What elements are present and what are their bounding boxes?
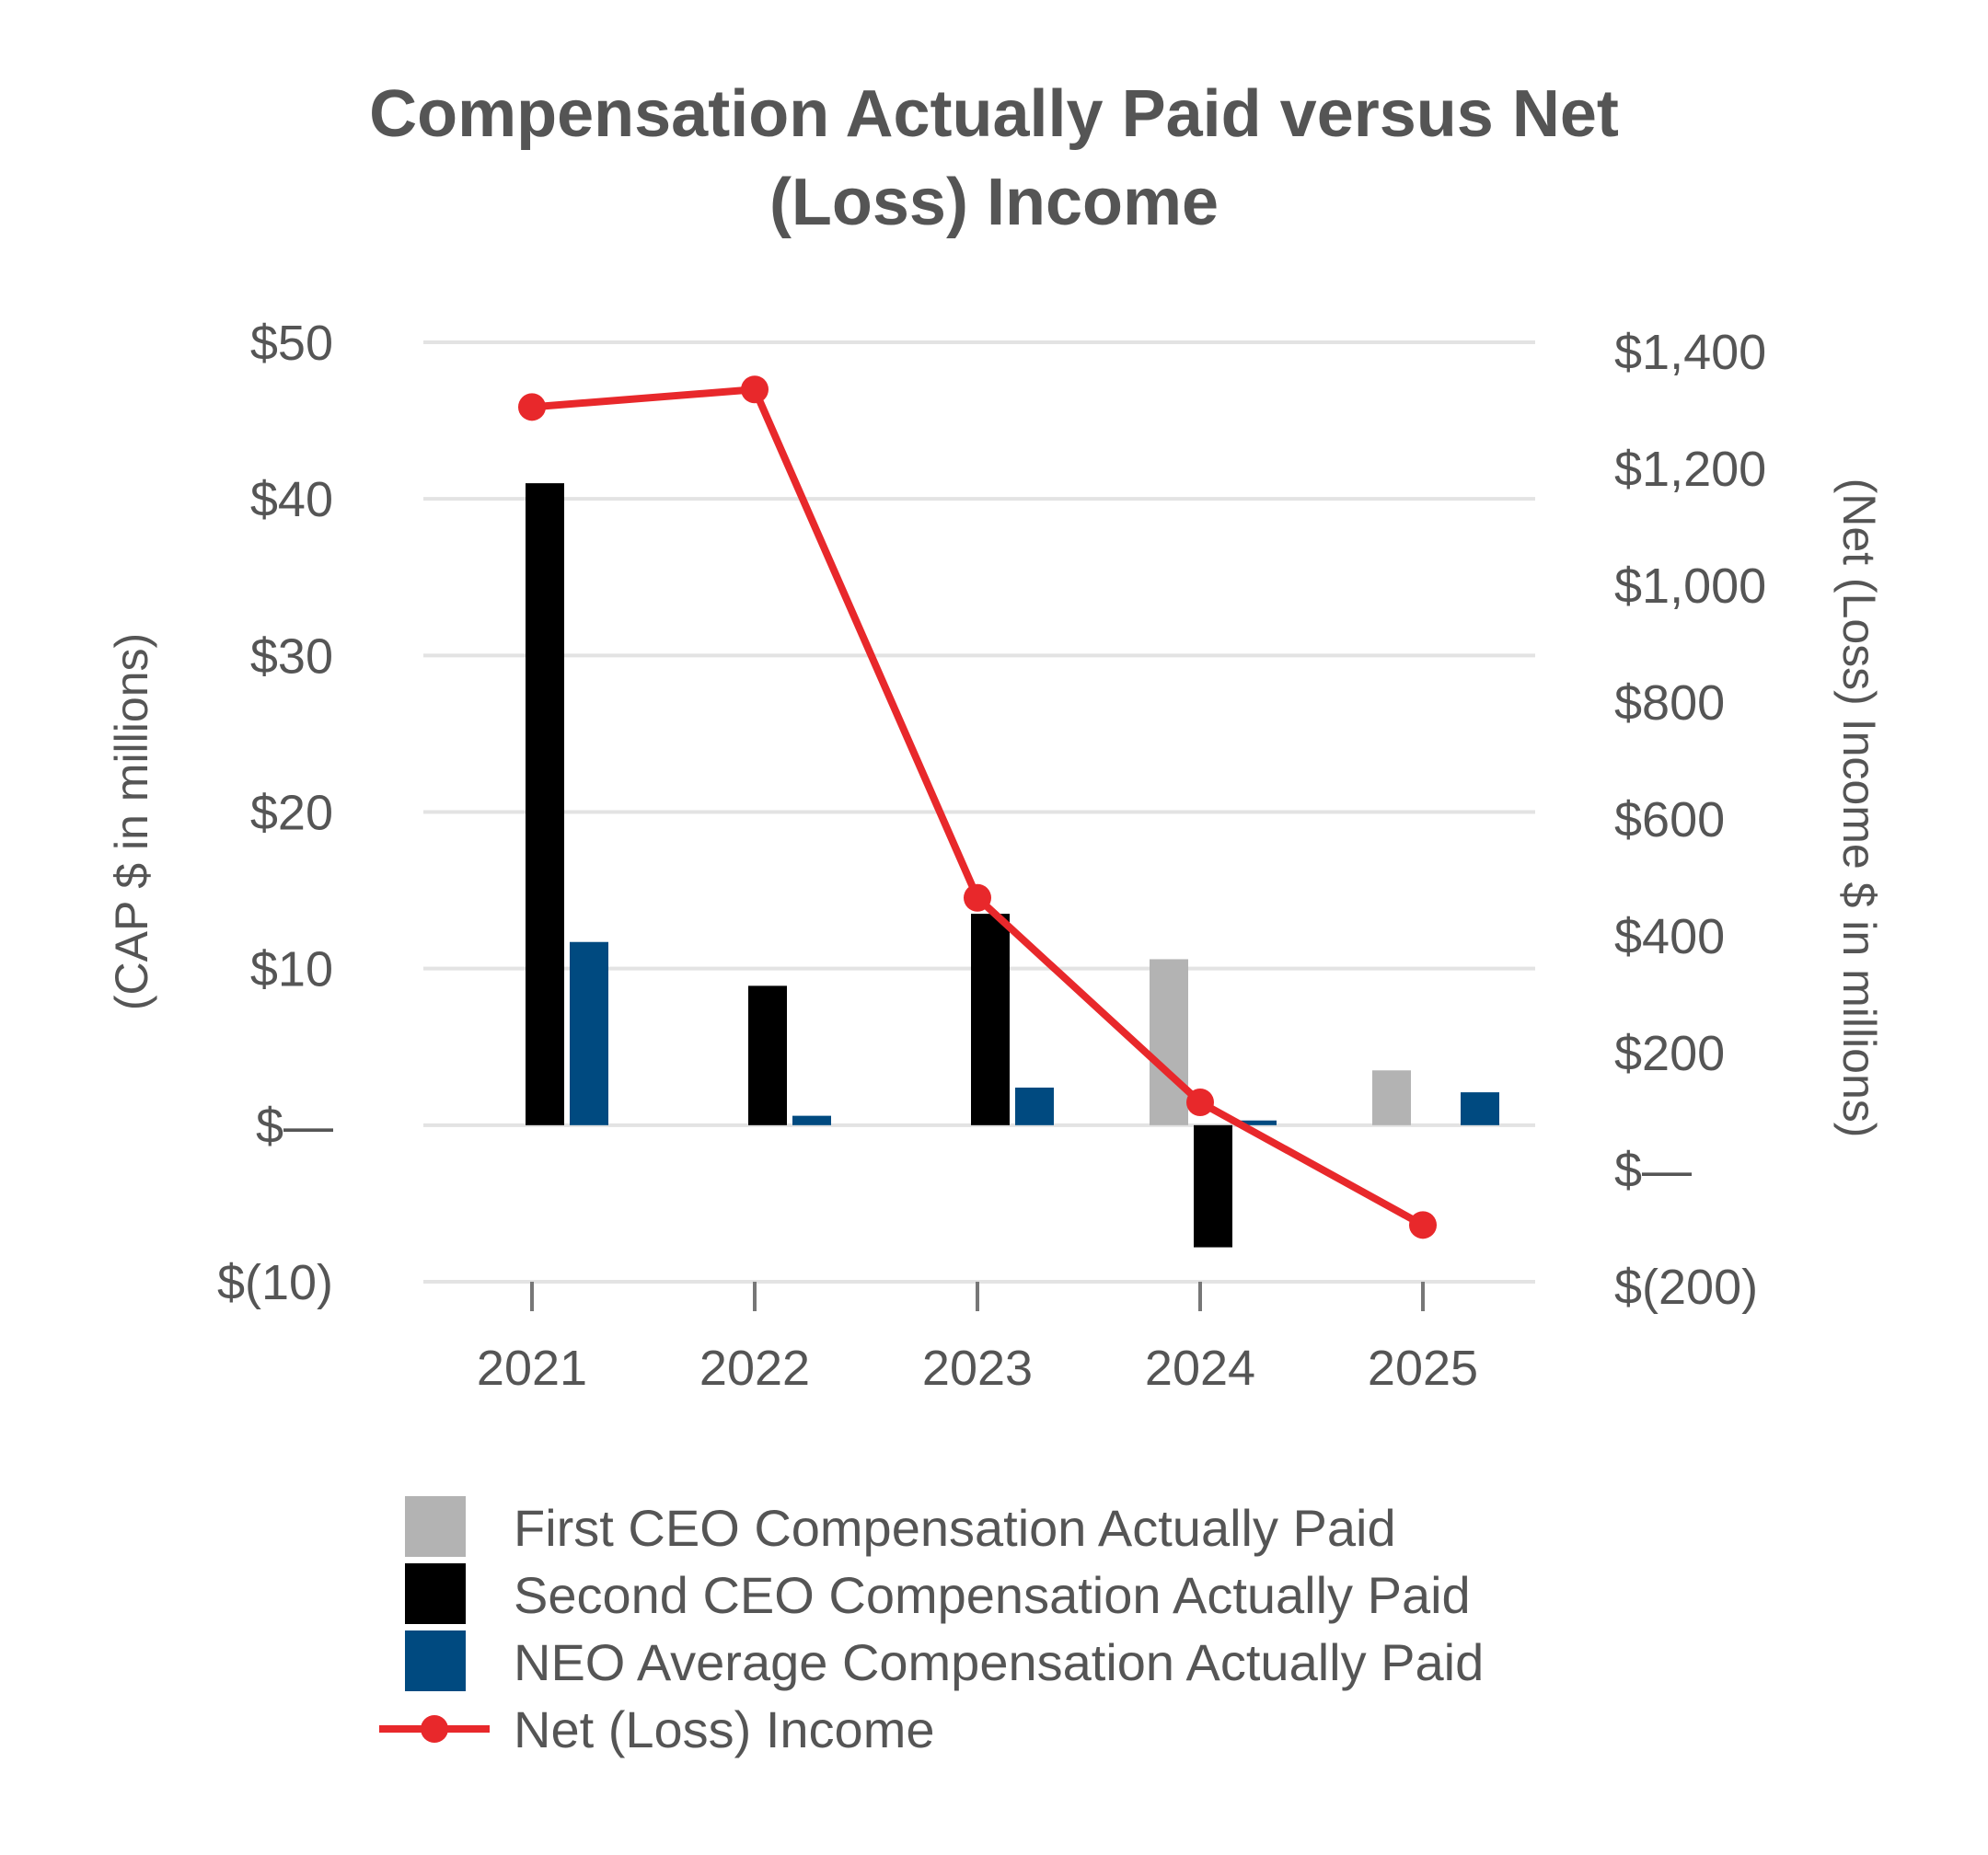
y-right-tick-label: $1,000 <box>1614 559 1766 614</box>
axes: $(10) $— $10 $20 $30 $40 $50 $(200) $— $200 $400 $6… <box>217 316 1766 1396</box>
bar-second-ceo <box>971 914 1010 1125</box>
legend-label: First CEO Compensation Actually Paid <box>514 1499 1396 1557</box>
bar-first-ceo <box>1150 959 1188 1125</box>
legend-marker <box>421 1715 448 1743</box>
chart-title-line-1: Compensation Actually Paid versus Net <box>369 77 1619 151</box>
bar-neo-average <box>1238 1120 1277 1125</box>
y-right-tick-label: $— <box>1614 1143 1692 1198</box>
legend-label: Net (Loss) Income <box>514 1700 935 1758</box>
bar-neo-average <box>1015 1087 1054 1125</box>
legend-label: NEO Average Compensation Actually Paid <box>514 1633 1484 1691</box>
y-right-tick-label: $1,400 <box>1614 325 1766 380</box>
y-right-tick-label: $400 <box>1614 909 1725 964</box>
chart-title-line-2: (Loss) Income <box>769 166 1219 239</box>
y-left-tick-label: $(10) <box>217 1255 333 1310</box>
x-tick-label: 2022 <box>699 1341 810 1396</box>
x-tick-label: 2021 <box>477 1341 587 1396</box>
legend-swatch <box>405 1496 466 1557</box>
x-tick-label: 2024 <box>1145 1341 1255 1396</box>
bar-neo-average <box>792 1115 831 1125</box>
y-right-tick-label: $800 <box>1614 675 1725 731</box>
net-income-point <box>964 883 991 912</box>
bar-first-ceo <box>1372 1070 1411 1125</box>
x-tick-label: 2025 <box>1368 1341 1478 1396</box>
bar-second-ceo <box>1194 1124 1232 1248</box>
y-left-tick-label: $50 <box>250 316 333 371</box>
bar-second-ceo <box>748 985 787 1125</box>
bar-neo-average <box>1461 1092 1499 1125</box>
y-right-tick-label: $200 <box>1614 1026 1725 1081</box>
net-income-point <box>1409 1211 1437 1239</box>
y-left-tick-label: $30 <box>250 628 333 684</box>
y-left-tick-label: $10 <box>250 942 333 997</box>
bar-neo-average <box>570 941 608 1125</box>
y-axis-right-label: (Net (Loss) Income $ in millions) <box>1833 478 1885 1138</box>
legend: First CEO Compensation Actually Paid Seco… <box>379 1496 1484 1758</box>
y-right-tick-label: $(200) <box>1614 1260 1758 1315</box>
bars <box>526 483 1499 1248</box>
y-axis-left-label: (CAP $ in millions) <box>106 633 157 1010</box>
net-income-line <box>518 375 1437 1239</box>
net-income-point <box>518 393 546 421</box>
y-left-tick-label: $40 <box>250 472 333 527</box>
y-left-tick-label: $— <box>256 1099 333 1154</box>
x-tick-label: 2023 <box>922 1341 1033 1396</box>
bar-second-ceo <box>526 483 564 1125</box>
gridlines <box>423 340 1535 1284</box>
y-left-tick-label: $20 <box>250 786 333 841</box>
y-right-tick-label: $600 <box>1614 792 1725 847</box>
y-right-tick-label: $1,200 <box>1614 442 1766 497</box>
net-income-point <box>1186 1088 1214 1116</box>
legend-label: Second CEO Compensation Actually Paid <box>514 1566 1471 1624</box>
legend-swatch <box>405 1630 466 1691</box>
net-income-point <box>741 375 769 404</box>
legend-swatch <box>405 1563 466 1624</box>
